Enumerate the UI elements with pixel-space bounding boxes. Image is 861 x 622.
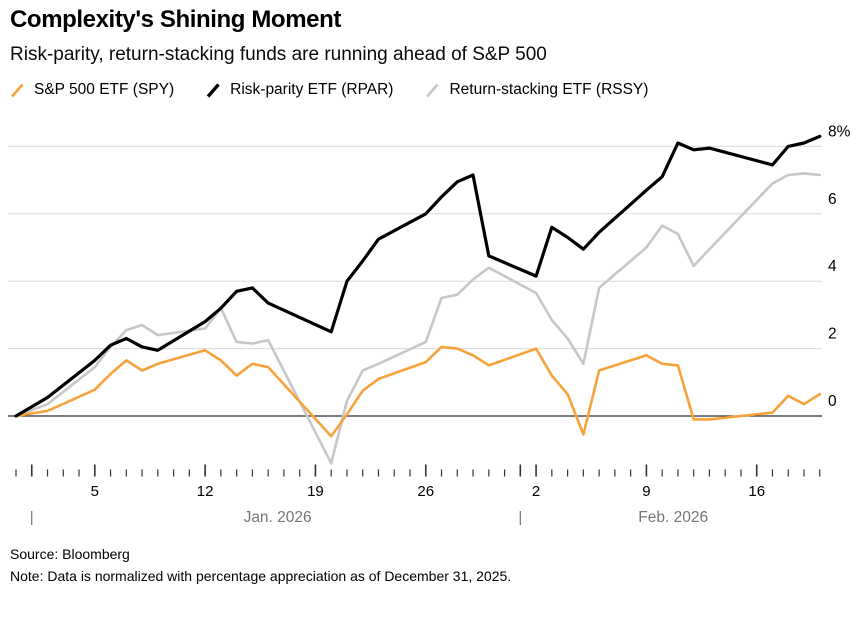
legend-label: Risk-parity ETF (RPAR) [230,81,394,98]
slash-icon [426,83,439,97]
source-text: Source: Bloomberg [10,546,130,562]
legend-item-rssy[interactable]: Return-stacking ETF (RSSY) [425,81,648,99]
legend-label: Return-stacking ETF (RSSY) [449,81,649,98]
x-axis-label: 26 [417,483,434,500]
y-axis-label: 0 [828,393,837,410]
y-axis-label: 2 [828,326,837,343]
spy-line [14,345,822,438]
chart-title: Complexity's Shining Moment [10,6,341,33]
legend-item-spy[interactable]: S&P 500 ETF (SPY) [10,81,174,99]
x-axis-label: 12 [197,483,214,500]
chart-legend: S&P 500 ETF (SPY) Risk-parity ETF (RPAR)… [10,80,680,100]
x-axis-label: 19 [307,483,324,500]
rpar-line [14,134,822,418]
chart-footer: Source: Bloomberg Note: Data is normaliz… [10,544,511,588]
y-axis-label: 4 [828,258,837,275]
month-separator: | [518,509,522,526]
slash-icon [206,82,220,98]
chart-header: Complexity's Shining Moment Risk-parity,… [10,6,851,67]
month-label: Jan. 2026 [244,509,312,526]
slash-icon [11,83,24,97]
note-text: Note: Data is normalized with percentage… [10,567,512,584]
y-axis-label: 6 [828,191,837,208]
legend-item-rpar[interactable]: Risk-parity ETF (RPAR) [206,81,393,99]
month-separator: | [30,509,34,526]
x-axis-label: 9 [642,483,650,500]
y-axis-label: 8% [828,123,851,140]
x-axis-label: 5 [91,483,99,500]
month-label: Feb. 2026 [638,509,708,526]
chart-subtitle: Risk-parity, return-stacking funds are r… [10,43,547,65]
x-axis-label: 16 [748,483,765,500]
x-axis-label: 2 [532,483,540,500]
legend-label: S&P 500 ETF (SPY) [34,81,175,98]
rssy-line [14,172,822,465]
